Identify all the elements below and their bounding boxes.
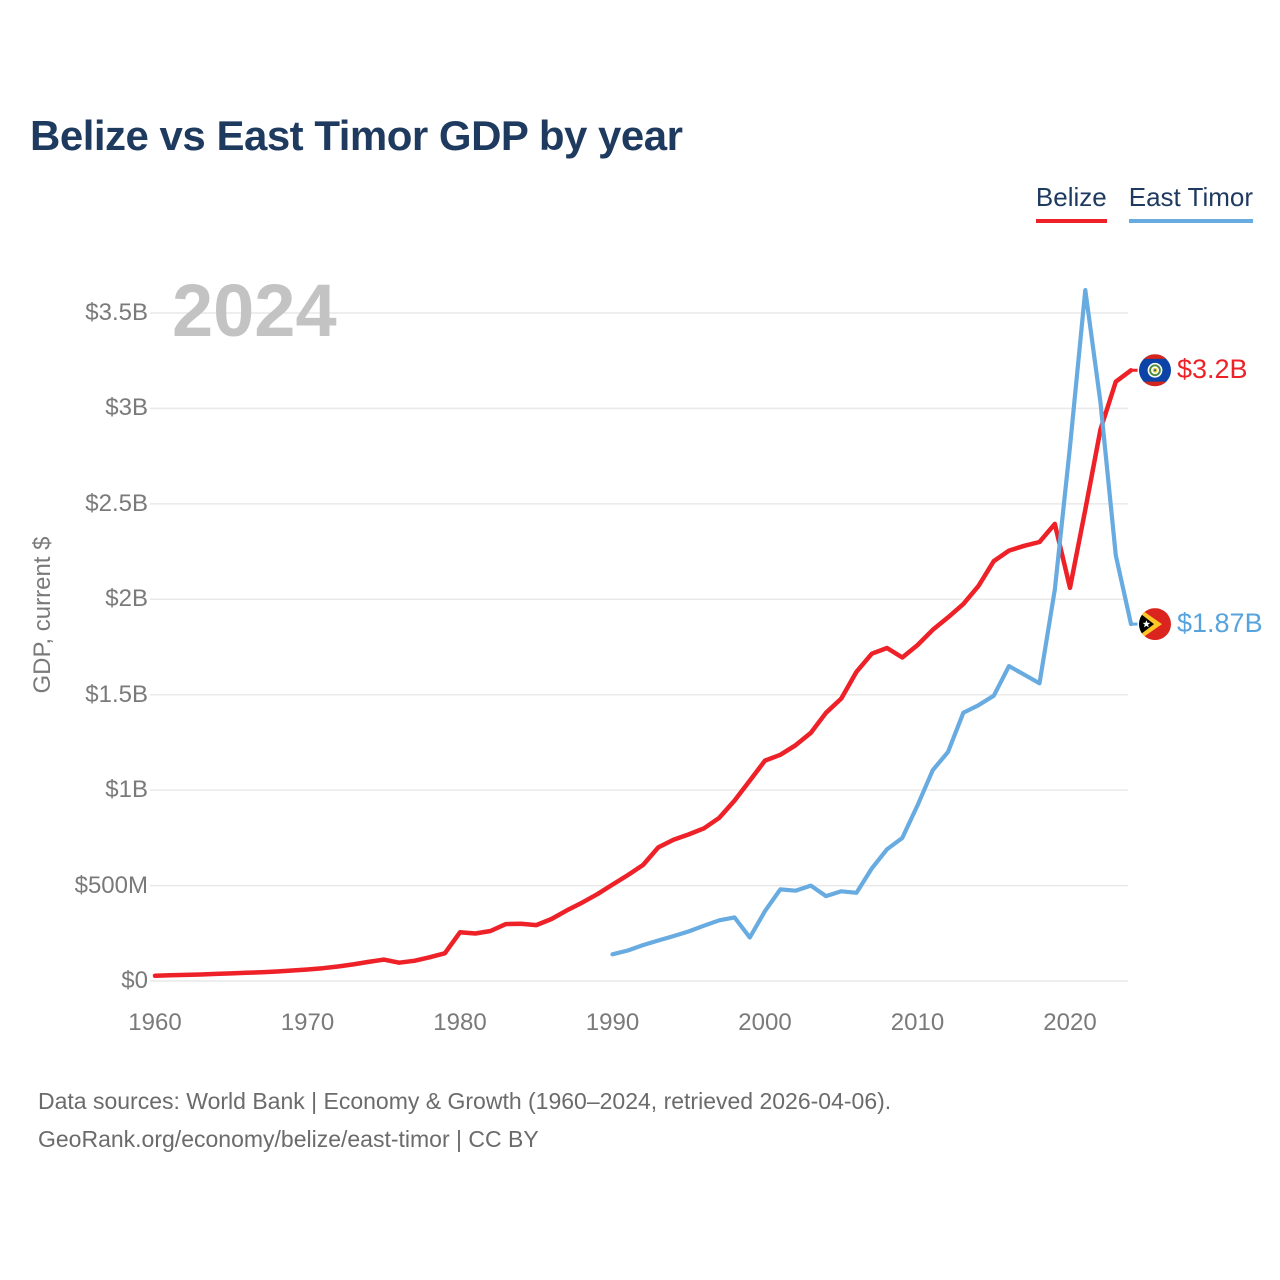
- belize-flag-icon: [1137, 352, 1173, 388]
- y-tick-label: $0: [121, 967, 148, 994]
- chart-legend: Belize East Timor: [1035, 182, 1253, 223]
- belize-end-value-label: $3.2B: [1177, 354, 1248, 385]
- x-tick-label: 2020: [1043, 1009, 1097, 1036]
- gridlines: [150, 312, 1128, 982]
- east-timor-line[interactable]: [610, 288, 1134, 957]
- y-tick-label: $1B: [105, 776, 148, 804]
- y-tick-label: $1.5B: [85, 680, 148, 708]
- y-tick-label: $3B: [105, 394, 148, 422]
- x-tick-label: 1980: [433, 1009, 487, 1036]
- x-tick-label: 1960: [128, 1009, 182, 1036]
- y-tick-label: $500M: [74, 871, 148, 899]
- watermark-year: 2024: [172, 269, 337, 352]
- y-tick-label: $2B: [105, 585, 148, 613]
- footer-data-sources: Data sources: World Bank | Economy & Gro…: [38, 1088, 892, 1114]
- legend-item-east-timor[interactable]: East Timor: [1128, 182, 1253, 223]
- y-tick-label: $3.5B: [85, 299, 148, 326]
- footer-attribution: GeoRank.org/economy/belize/east-timor | …: [38, 1126, 539, 1152]
- east-timor-flag-icon: [1137, 606, 1173, 642]
- series-lines: [152, 288, 1141, 978]
- east-timor-end-value-label: $1.87B: [1177, 608, 1263, 639]
- y-tick-label: $2.5B: [85, 489, 148, 517]
- x-tick-label: 1990: [585, 1009, 640, 1036]
- x-tick-label: 2010: [890, 1009, 945, 1036]
- x-tick-label: 2000: [738, 1009, 792, 1036]
- legend-item-belize[interactable]: Belize: [1035, 182, 1107, 223]
- belize-line[interactable]: [152, 368, 1134, 978]
- page-title: Belize vs East Timor GDP by year: [30, 112, 683, 159]
- x-tick-label: 1970: [280, 1009, 335, 1036]
